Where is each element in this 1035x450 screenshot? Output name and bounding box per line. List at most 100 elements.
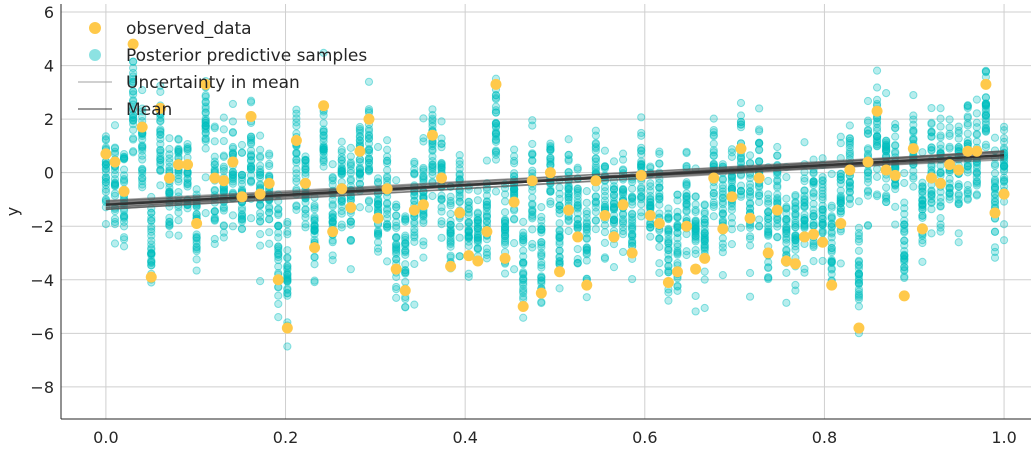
predictive-sample-point xyxy=(237,211,247,220)
predictive-sample-point xyxy=(292,202,301,211)
predictive-sample-point xyxy=(383,166,392,175)
predictive-sample-point xyxy=(301,168,310,177)
predictive-sample-point xyxy=(201,109,210,118)
predictive-sample-point xyxy=(256,277,265,286)
predictive-sample-point xyxy=(283,289,292,298)
predictive-sample-point xyxy=(364,139,374,148)
predictive-sample-point xyxy=(165,183,174,192)
predictive-sample-point xyxy=(346,175,355,184)
predictive-sample-point xyxy=(764,258,773,267)
predictive-sample-point xyxy=(201,121,210,130)
predictive-sample-point xyxy=(219,151,228,160)
predictive-sample-point xyxy=(437,117,446,126)
predictive-sample-point xyxy=(882,89,891,98)
predictive-sample-point xyxy=(337,148,346,157)
predictive-sample-point xyxy=(809,257,818,266)
predictive-sample-point xyxy=(564,156,573,165)
predictive-sample-point xyxy=(192,233,201,242)
predictive-sample-point xyxy=(192,239,201,248)
predictive-sample-point xyxy=(392,282,401,292)
predictive-sample-point xyxy=(156,139,165,149)
predictive-sample-point xyxy=(201,144,210,153)
predictive-sample-point xyxy=(573,186,582,196)
y-tick-label: 4 xyxy=(44,57,54,76)
predictive-sample-point xyxy=(201,129,210,138)
predictive-sample-point xyxy=(655,242,664,251)
predictive-sample-point xyxy=(618,209,628,218)
predictive-sample-point xyxy=(383,173,392,183)
predictive-sample-point xyxy=(355,170,365,179)
predictive-sample-point xyxy=(373,229,383,238)
predictive-sample-point xyxy=(265,208,274,217)
predictive-sample-point xyxy=(310,260,319,269)
predictive-sample-point xyxy=(410,300,419,309)
predictive-sample-point xyxy=(228,117,238,126)
predictive-sample-point xyxy=(990,133,1000,142)
predictive-sample-point xyxy=(110,239,120,248)
predictive-sample-point xyxy=(129,63,138,73)
predictive-sample-point xyxy=(337,145,346,154)
predictive-sample-point xyxy=(428,167,437,176)
predictive-sample-point xyxy=(156,166,165,176)
predictive-sample-point xyxy=(283,262,292,271)
predictive-sample-point xyxy=(346,217,355,226)
predictive-sample-point xyxy=(201,108,210,117)
predictive-sample-point xyxy=(256,212,265,221)
predictive-sample-point xyxy=(119,165,129,174)
predictive-sample-point xyxy=(990,161,1000,170)
grid xyxy=(61,4,1031,419)
predictive-sample-point xyxy=(147,227,156,236)
predictive-sample-point xyxy=(700,225,709,234)
predictive-sample-point xyxy=(346,236,355,246)
predictive-sample-point xyxy=(609,185,619,194)
predictive-sample-point xyxy=(246,171,256,180)
predictive-sample-point xyxy=(210,207,219,216)
predictive-sample-point xyxy=(782,173,791,182)
observed-point xyxy=(191,218,203,230)
predictive-sample-point xyxy=(528,166,537,175)
predictive-sample-point xyxy=(373,227,383,237)
predictive-sample-point xyxy=(401,217,410,226)
predictive-sample-point xyxy=(446,196,455,206)
predictive-sample-point xyxy=(872,172,882,181)
observed-point xyxy=(436,172,448,184)
predictive-sample-point xyxy=(301,162,310,171)
predictive-sample-point xyxy=(256,241,265,250)
predictive-sample-point xyxy=(591,154,600,163)
predictive-sample-point xyxy=(936,140,945,150)
predictive-sample-point xyxy=(319,147,328,156)
predictive-sample-point xyxy=(718,248,727,257)
predictive-sample-point xyxy=(791,190,800,200)
predictive-sample-point xyxy=(165,158,174,167)
observed-point xyxy=(953,164,965,176)
predictive-sample-point xyxy=(745,180,755,189)
predictive-sample-point xyxy=(827,212,836,221)
predictive-sample-point xyxy=(373,196,383,205)
predictive-sample-point xyxy=(990,253,1000,262)
predictive-sample-point xyxy=(337,198,346,207)
predictive-sample-point xyxy=(963,112,972,121)
predictive-sample-point xyxy=(519,260,528,269)
predictive-sample-point xyxy=(156,145,165,155)
predictive-sample-point xyxy=(310,276,319,285)
predictive-sample-point xyxy=(555,201,564,210)
y-tick-label: −6 xyxy=(30,324,54,343)
predictive-sample-point xyxy=(800,268,809,277)
predictive-sample-point xyxy=(319,145,328,154)
predictive-sample-point xyxy=(156,113,165,123)
predictive-sample-point xyxy=(165,134,174,143)
predictive-sample-point xyxy=(691,218,700,227)
predictive-sample-point xyxy=(292,165,301,174)
observed-point xyxy=(581,279,593,291)
observed-point xyxy=(182,159,194,171)
observed-point xyxy=(862,156,874,168)
predictive-sample-point xyxy=(827,247,836,257)
observed-point xyxy=(163,172,175,184)
predictive-sample-point xyxy=(337,170,346,179)
predictive-sample-point xyxy=(773,190,782,199)
predictive-sample-point xyxy=(147,249,156,258)
predictive-sample-point xyxy=(963,188,972,197)
observed-point xyxy=(372,212,384,224)
predictive-sample-point xyxy=(383,152,392,161)
predictive-sample-point xyxy=(156,116,165,125)
